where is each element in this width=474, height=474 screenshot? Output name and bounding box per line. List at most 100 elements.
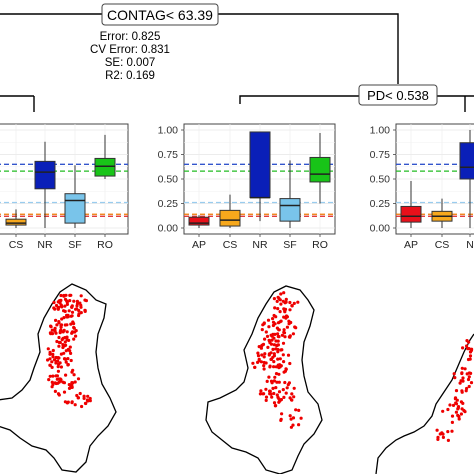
occurrence-point: [297, 408, 301, 412]
occurrence-point: [274, 365, 278, 369]
occurrence-point: [262, 367, 266, 371]
occurrence-point: [453, 376, 457, 380]
occurrence-point: [268, 341, 272, 345]
occurrence-point: [275, 393, 279, 397]
occurrence-point: [63, 340, 67, 344]
occurrence-point: [272, 401, 277, 405]
occurrence-point: [279, 302, 283, 306]
occurrence-point: [69, 358, 73, 363]
occurrence-point: [88, 396, 92, 401]
box-RO: [94, 157, 116, 177]
occurrence-point: [468, 354, 473, 358]
occurrence-point: [58, 329, 63, 333]
occurrence-point: [270, 395, 274, 399]
occurrence-point: [461, 376, 465, 380]
occurrence-point: [63, 297, 68, 301]
occurrence-point: [272, 360, 276, 364]
occurrence-point: [72, 373, 76, 377]
y-tick-label: 0.75: [370, 149, 391, 161]
root-node-label: CONTAG< 63.39: [107, 7, 213, 23]
x-tick-label: SF: [68, 239, 81, 251]
occurrence-point: [279, 418, 283, 422]
stat-cv-error: CV Error: 0.831: [90, 44, 170, 56]
occurrence-point: [454, 410, 458, 414]
occurrence-point: [279, 348, 283, 352]
occurrence-point: [292, 301, 296, 305]
occurrence-point: [50, 328, 54, 332]
occurrence-point: [68, 293, 72, 297]
occurrence-point: [441, 409, 445, 413]
occurrence-point: [277, 390, 282, 394]
occurrence-point: [59, 323, 64, 327]
occurrence-point: [273, 375, 277, 379]
occurrence-point: [297, 423, 301, 427]
occurrence-point: [289, 425, 293, 429]
occurrence-point: [276, 395, 280, 399]
occurrence-point: [265, 334, 270, 338]
occurrence-point: [460, 366, 464, 370]
x-tick-label: RO: [312, 239, 328, 251]
occurrence-point: [271, 323, 275, 328]
box-RO: [309, 156, 331, 183]
occurrence-point: [51, 374, 55, 378]
occurrence-point: [463, 410, 467, 414]
occurrence-point: [272, 379, 276, 383]
occurrence-point: [282, 360, 286, 364]
occurrence-point: [256, 351, 260, 355]
occurrence-point: [69, 322, 73, 326]
occurrence-point: [57, 321, 61, 325]
occurrence-point: [459, 379, 463, 383]
occurrence-point: [55, 323, 59, 327]
occurrence-point: [292, 386, 296, 390]
occurrence-point: [282, 291, 286, 295]
occurrence-point: [251, 361, 255, 365]
stat-r2: R2: 0.169: [105, 70, 155, 82]
occurrence-point: [64, 293, 68, 297]
occurrence-point: [63, 304, 67, 308]
occurrence-point: [274, 386, 278, 390]
occurrence-point: [273, 332, 277, 336]
occurrence-point: [76, 377, 81, 381]
occurrence-point: [72, 325, 76, 330]
occurrence-point: [57, 380, 61, 384]
x-tick-label: AP: [192, 239, 206, 251]
occurrence-point: [457, 417, 461, 421]
y-tick-label: 0.25: [158, 198, 179, 210]
boxplot-panel-1: CS NR SF RO: [0, 123, 129, 251]
x-tick-label: RO: [97, 239, 113, 251]
x-tick-label: NR: [37, 239, 53, 251]
occurrence-point: [51, 348, 55, 353]
occurrence-point: [277, 380, 281, 384]
occurrence-point: [262, 322, 266, 326]
occurrence-point: [467, 347, 471, 351]
y-tick-label: 1.00: [370, 125, 391, 137]
x-tick-label: N: [466, 239, 474, 251]
region-outline-2: [205, 285, 323, 474]
occurrence-point: [282, 328, 286, 332]
occurrence-point: [264, 330, 268, 334]
occurrence-point: [290, 398, 294, 402]
occurrence-point: [74, 334, 78, 338]
occurrence-point: [267, 338, 271, 342]
occurrence-point: [61, 330, 65, 334]
occurrence-point: [62, 316, 66, 320]
occurrence-point: [58, 361, 62, 365]
occurrence-point: [292, 395, 296, 399]
occurrence-point: [276, 347, 280, 352]
x-tick-label: CS: [223, 239, 238, 251]
boxplot-panel-3: 1.00 0.75 0.50 0.25 0.00 AP CS N: [370, 123, 474, 251]
occurrence-point: [51, 355, 55, 359]
occurrence-point: [257, 345, 261, 349]
occurrence-point: [262, 392, 266, 396]
occurrence-point: [290, 304, 294, 308]
occurrence-point: [260, 328, 264, 332]
occurrence-point: [86, 394, 90, 398]
occurrence-point: [461, 346, 465, 350]
box-NR: [249, 131, 271, 199]
occurrence-point: [47, 378, 51, 382]
occurrence-point: [72, 337, 76, 341]
occurrence-point: [279, 364, 283, 368]
y-tick-label: 0.50: [370, 174, 391, 186]
tree-connectors: [0, 13, 474, 112]
occurrence-point: [60, 317, 64, 321]
